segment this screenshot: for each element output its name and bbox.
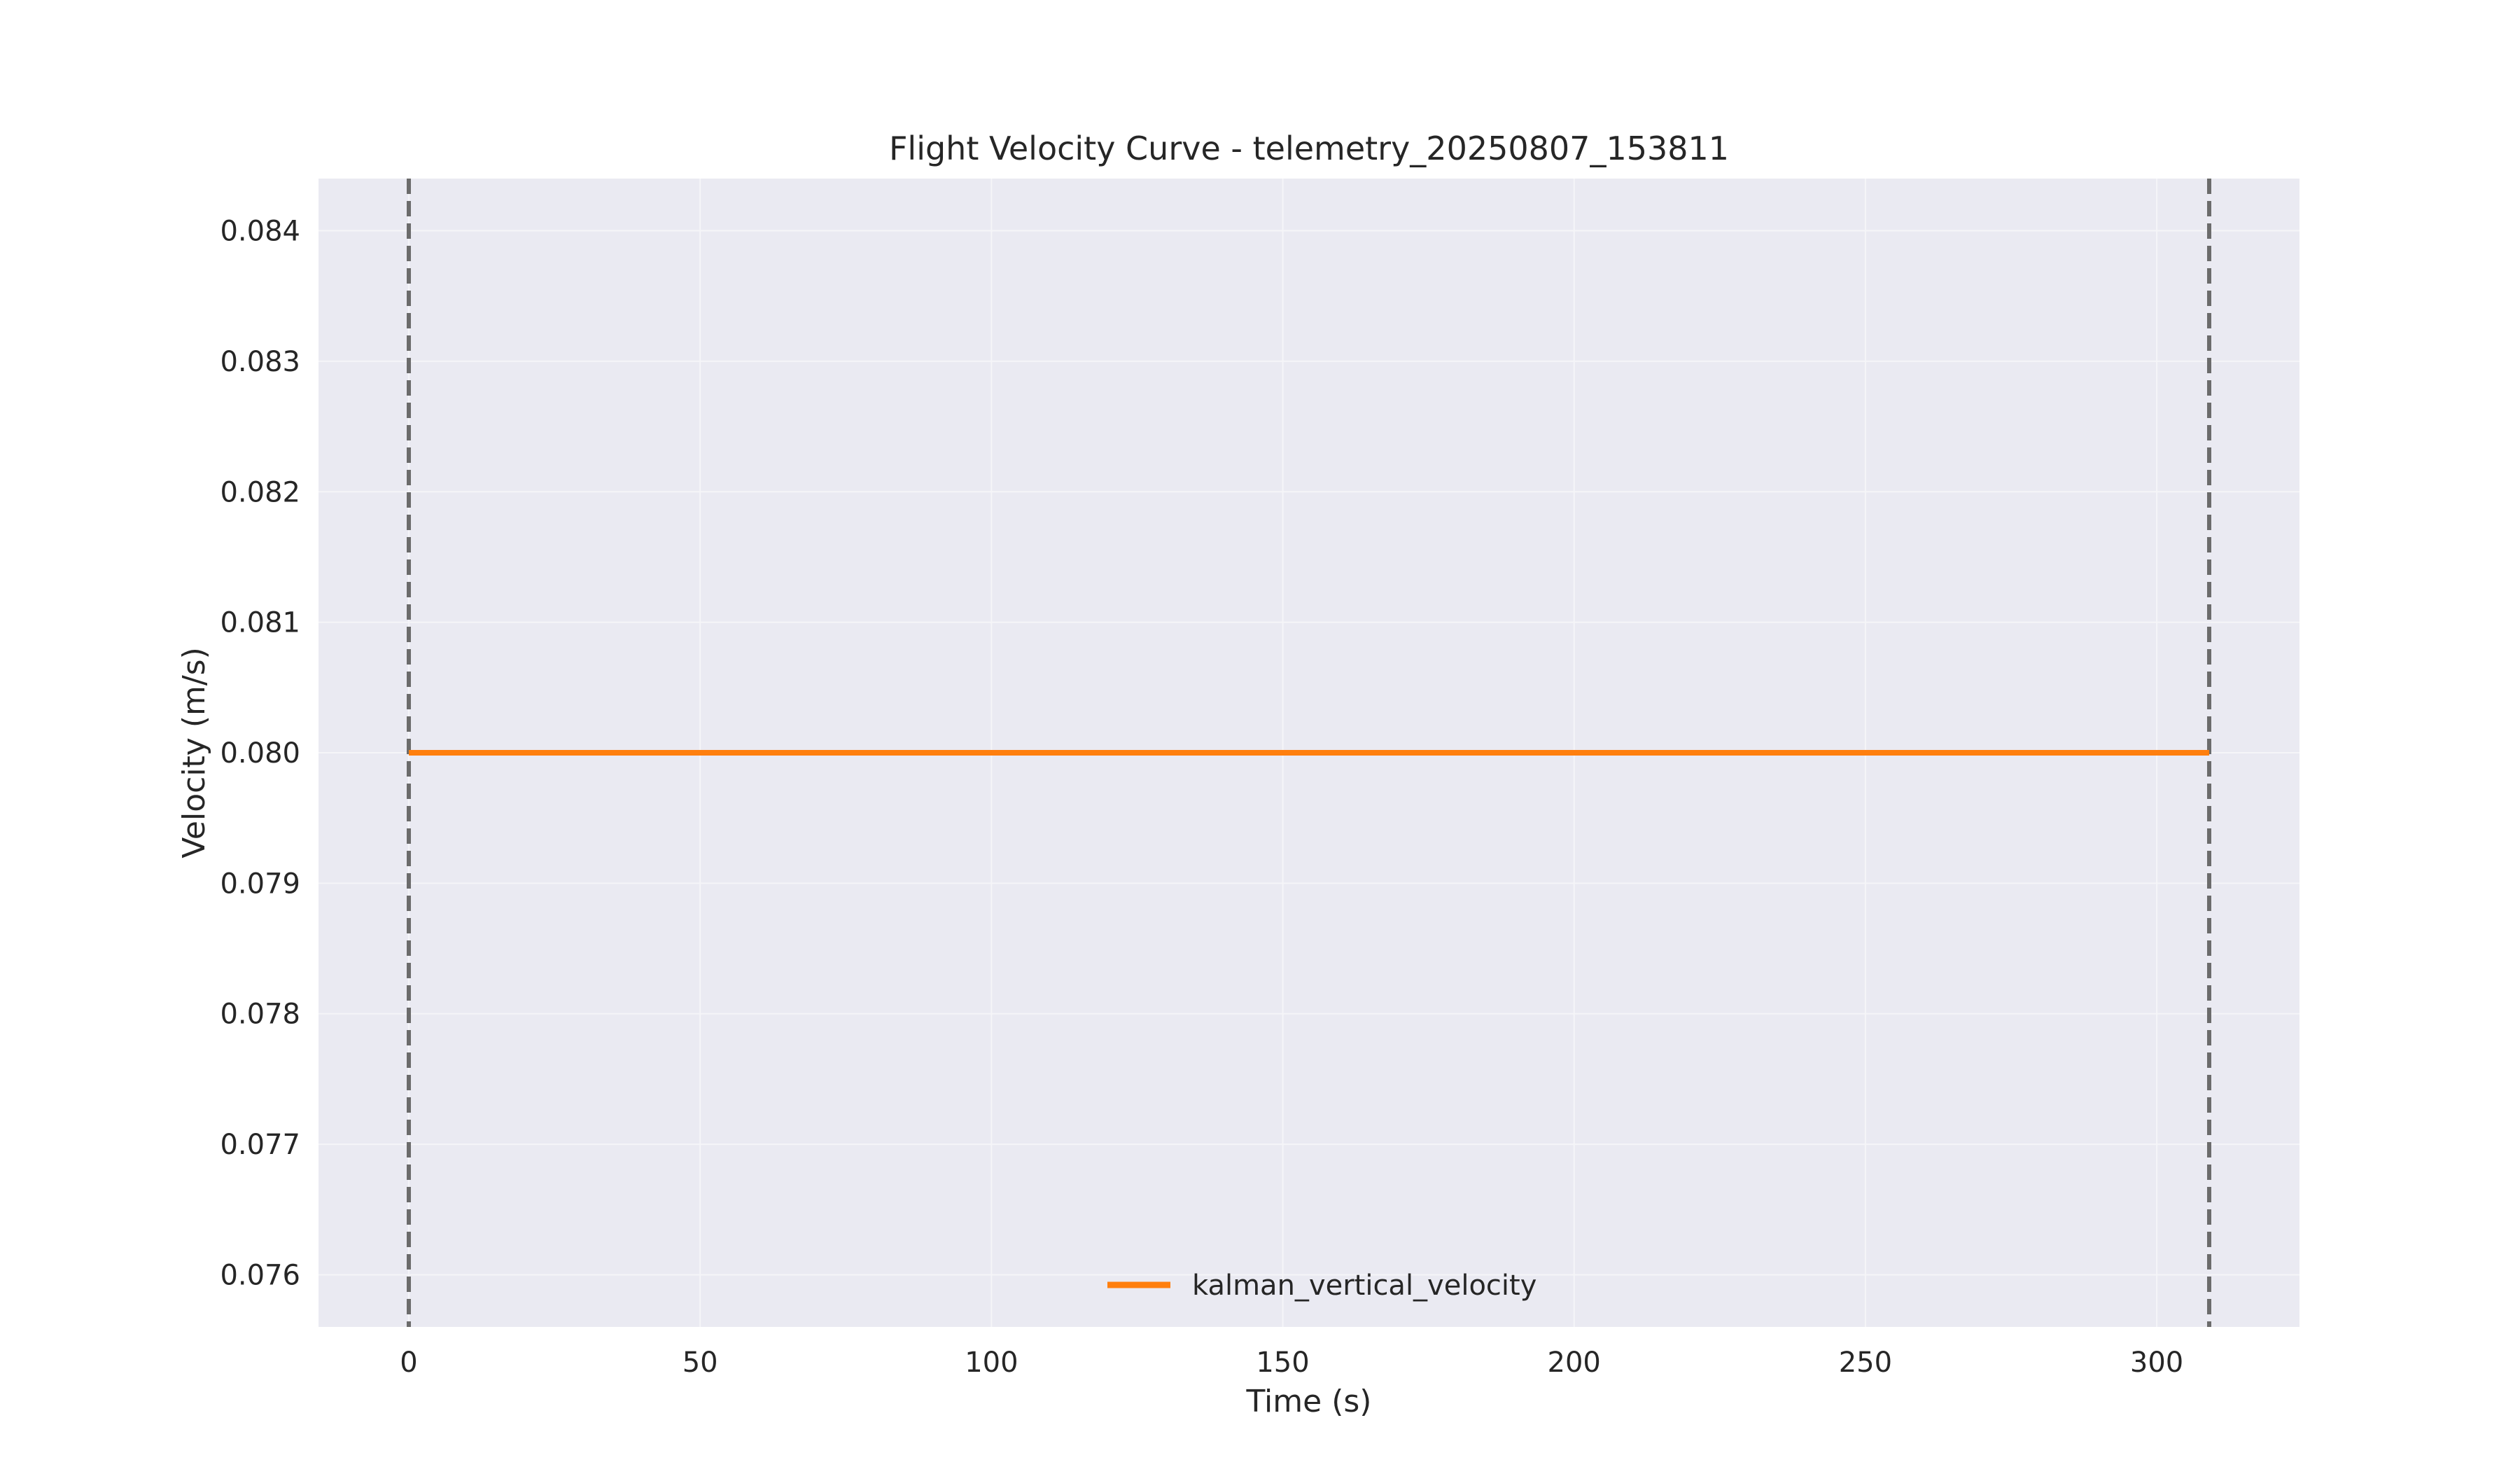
x-tick-label: 150 (1256, 1347, 1309, 1379)
y-tick-label: 0.077 (220, 1129, 300, 1161)
x-tick-label: 100 (965, 1347, 1018, 1379)
x-axis: 0 50 100 150 200 250 300 (400, 1347, 2183, 1379)
legend: kalman_vertical_velocity (1107, 1270, 1536, 1302)
y-tick-label: 0.079 (220, 868, 300, 900)
y-tick-label: 0.082 (220, 476, 300, 508)
y-tick-label: 0.081 (220, 607, 300, 639)
y-axis: 0.076 0.077 0.078 0.079 0.080 0.081 0.082 0.083… (220, 216, 300, 1292)
y-tick-label: 0.080 (220, 737, 300, 770)
legend-label: kalman_vertical_velocity (1192, 1270, 1536, 1302)
y-tick-label: 0.083 (220, 346, 300, 378)
chart-title: Flight Velocity Curve - telemetry_202508… (889, 130, 1729, 167)
y-tick-label: 0.084 (220, 216, 300, 248)
grid-layer (318, 179, 2300, 1327)
x-axis-label: Time (s) (1246, 1384, 1372, 1419)
x-tick-label: 50 (682, 1347, 718, 1379)
y-tick-label: 0.076 (220, 1259, 300, 1291)
x-tick-label: 0 (400, 1347, 417, 1379)
y-tick-label: 0.078 (220, 999, 300, 1031)
x-tick-label: 200 (1548, 1347, 1601, 1379)
x-tick-label: 250 (1839, 1347, 1892, 1379)
x-tick-label: 300 (2130, 1347, 2183, 1379)
y-axis-label: Velocity (m/s) (176, 647, 212, 858)
